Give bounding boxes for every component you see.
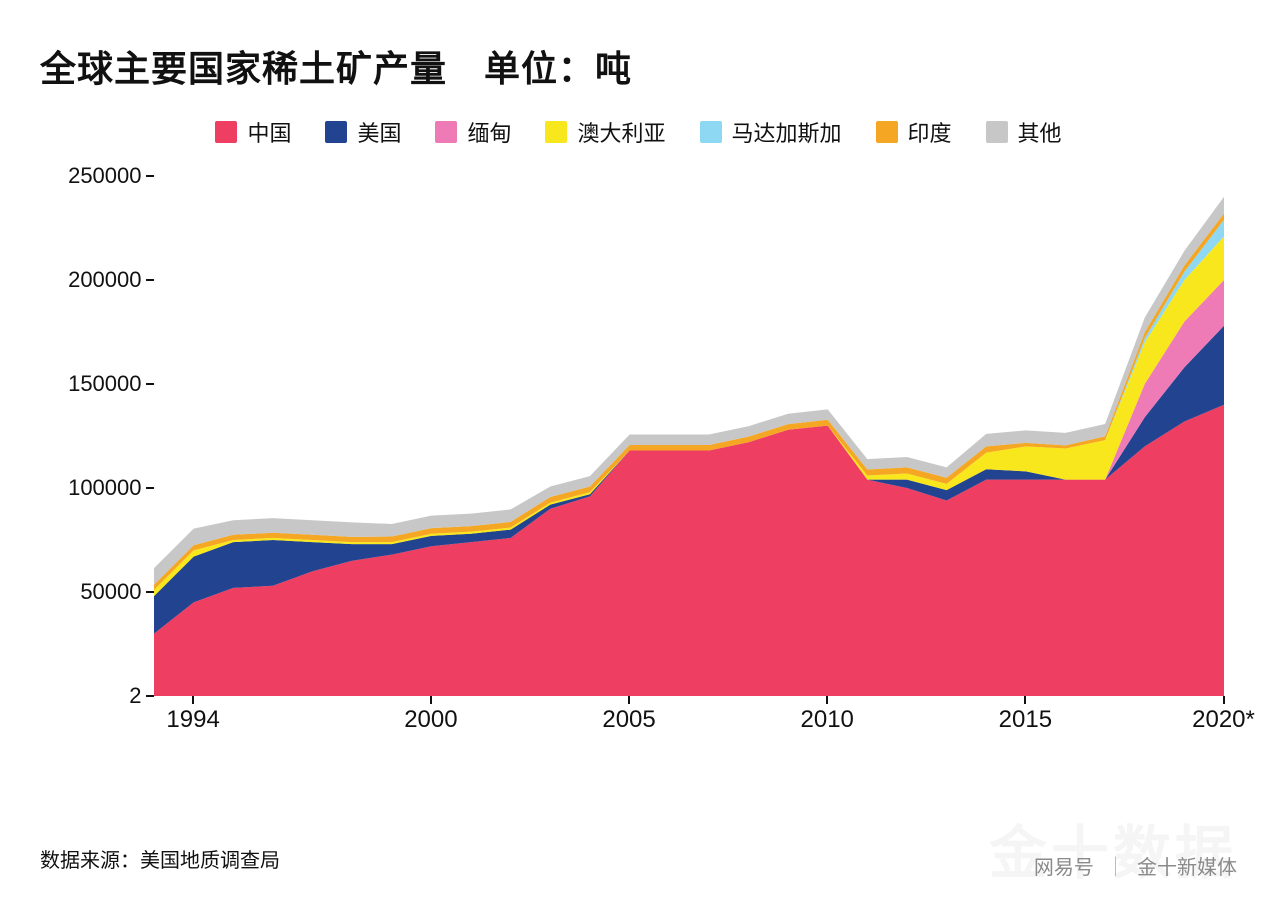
y-tick: [146, 487, 154, 489]
x-tick: [1223, 696, 1225, 704]
x-tick-label: 2000: [404, 706, 457, 734]
legend-item: 澳大利亚: [545, 116, 665, 148]
y-tick-label: 2: [129, 683, 141, 709]
x-tick: [826, 696, 828, 704]
y-tick-label: 100000: [68, 475, 141, 501]
legend-label: 其他: [1018, 116, 1062, 148]
y-tick-label: 200000: [68, 267, 141, 293]
credit-left: 网易号: [1034, 857, 1094, 879]
credit: 网易号 ｜ 金十新媒体: [1034, 851, 1237, 880]
chart-area: 250000100000150000200000250000 199420002…: [54, 176, 1224, 756]
y-tick: [146, 279, 154, 281]
chart-title: 全球主要国家稀土矿产量 单位：吨: [40, 40, 1237, 92]
y-tick: [146, 695, 154, 697]
y-tick: [146, 591, 154, 593]
legend-swatch: [700, 121, 722, 143]
legend-swatch: [876, 121, 898, 143]
legend-label: 马达加斯加: [732, 116, 842, 148]
y-tick-label: 150000: [68, 371, 141, 397]
legend-label: 印度: [908, 116, 952, 148]
y-tick-label: 50000: [80, 579, 141, 605]
y-tick: [146, 383, 154, 385]
source-label: 数据来源：美国地质调查局: [40, 844, 280, 873]
credit-right: 金十新媒体: [1137, 857, 1237, 879]
legend-label: 缅甸: [467, 116, 511, 148]
x-tick-label: 2010: [801, 706, 854, 734]
legend-swatch: [545, 121, 567, 143]
legend-item: 美国: [325, 116, 401, 148]
credit-separator: ｜: [1105, 857, 1125, 879]
legend-label: 中国: [247, 116, 291, 148]
legend: 中国 美国 缅甸 澳大利亚 马达加斯加 印度 其他: [40, 116, 1237, 148]
x-tick: [1024, 696, 1026, 704]
legend-item: 马达加斯加: [700, 116, 842, 148]
legend-item: 其他: [986, 116, 1062, 148]
x-tick-label: 2015: [999, 706, 1052, 734]
x-tick-label: 1994: [166, 706, 219, 734]
legend-swatch: [435, 121, 457, 143]
legend-label: 澳大利亚: [577, 116, 665, 148]
x-tick: [628, 696, 630, 704]
x-tick-label: 2020*: [1192, 706, 1255, 734]
plot: [154, 176, 1224, 696]
y-tick-label: 250000: [68, 163, 141, 189]
legend-item: 缅甸: [435, 116, 511, 148]
y-tick: [146, 175, 154, 177]
legend-item: 中国: [215, 116, 291, 148]
legend-swatch: [215, 121, 237, 143]
legend-swatch: [986, 121, 1008, 143]
y-axis-labels: 250000100000150000200000250000: [54, 176, 154, 696]
legend-swatch: [325, 121, 347, 143]
x-tick: [430, 696, 432, 704]
legend-label: 美国: [357, 116, 401, 148]
x-tick-label: 2005: [602, 706, 655, 734]
legend-item: 印度: [876, 116, 952, 148]
x-tick: [192, 696, 194, 704]
